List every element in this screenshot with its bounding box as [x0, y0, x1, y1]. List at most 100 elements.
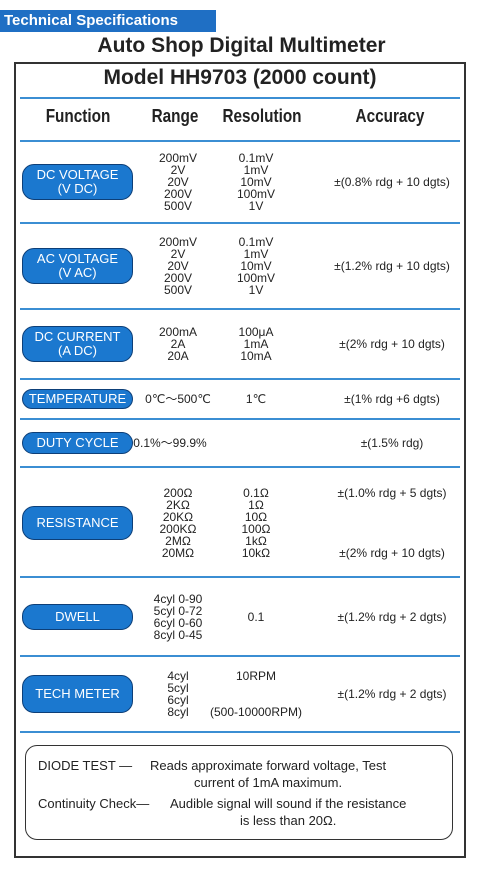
note-line: Audible signal will sound if the resista… — [170, 796, 407, 811]
resolution-value: 1mV — [243, 247, 269, 261]
resolution-value: 1℃ — [245, 392, 267, 406]
note-label: DIODE TEST — — [38, 758, 133, 773]
range-value: 20KΩ — [162, 510, 194, 524]
range-value: 20MΩ — [161, 546, 195, 560]
range-cell: 200mV 2V 20V 200V 500V — [159, 224, 197, 308]
accuracy-cell: ±(0.8% rdg + 10 dgts) — [334, 142, 450, 222]
function-label: TECH METER — [35, 686, 120, 701]
range-value: 6cyl — [167, 693, 189, 707]
accuracy-cell: ±(1.2% rdg + 2 dgts) — [338, 579, 447, 655]
divider — [20, 140, 460, 142]
function-label: (A DC) — [58, 343, 97, 358]
range-value: 200KΩ — [159, 522, 197, 536]
resolution-value: 0.1Ω — [243, 486, 269, 500]
divider — [20, 466, 460, 468]
range-cell: 200mA 2A 20A — [159, 310, 197, 378]
function-label: (V DC) — [57, 181, 98, 196]
range-cell: 200mV 2V 20V 200V 500V — [159, 142, 197, 222]
range-value: 500V — [163, 199, 193, 213]
range-value: 20A — [167, 349, 189, 363]
note-label: Continuity Check— — [38, 796, 150, 811]
range-cell: 4cyl 0-90 5cyl 0-72 6cyl 0-60 8cyl 0-45 — [154, 579, 203, 655]
resolution-value: 10RPM — [235, 669, 277, 683]
resolution-cell: 0.1mV 1mV 10mV 100mV 1V — [237, 142, 275, 222]
accuracy-value: ±(1.2% rdg + 2 dgts) — [337, 687, 447, 701]
accuracy-value: ±(2% rdg + 10 dgts) — [339, 546, 445, 560]
resolution-value: 10Ω — [244, 510, 268, 524]
title: Auto Shop Digital Multimeter — [97, 34, 386, 57]
function-label: TEMPERATURE — [28, 391, 127, 406]
function-pill: DC CURRENT (A DC) — [22, 326, 133, 362]
range-value: 4cyl — [167, 669, 189, 683]
function-label: AC VOLTAGE — [36, 251, 119, 266]
range-value: 0℃～500℃ — [145, 392, 211, 406]
divider — [20, 378, 460, 380]
resolution-value: 10mV — [240, 259, 272, 273]
function-pill: AC VOLTAGE (V AC) — [22, 248, 133, 284]
function-pill: DC VOLTAGE (V DC) — [22, 164, 133, 200]
resolution-value: 100μA — [238, 325, 274, 339]
accuracy-cell: ±(1.0% rdg + 5 dgts) ±(2% rdg + 10 dgts) — [338, 487, 447, 559]
resolution-value: 1mA — [243, 337, 269, 351]
range-value: 8cyl 0-45 — [153, 628, 203, 642]
accuracy-cell: ±(1.2% rdg + 10 dgts) — [334, 224, 450, 308]
range-value: 500V — [163, 283, 193, 297]
resolution-cell: 100μA 1mA 10mA — [239, 310, 274, 378]
resolution-value: 100mV — [236, 187, 276, 201]
range-value: 4cyl 0-90 — [153, 592, 203, 606]
resolution-value: 100Ω — [241, 522, 271, 536]
function-pill: TECH METER — [22, 675, 133, 713]
range-value: 2V — [170, 163, 186, 177]
function-label: RESISTANCE — [36, 515, 119, 530]
function-label: DUTY CYCLE — [36, 435, 119, 450]
resolution-value: 10mA — [240, 349, 272, 363]
range-value: 2MΩ — [165, 534, 191, 548]
note-line: is less than 20Ω. — [239, 813, 337, 828]
frame — [14, 62, 466, 858]
resolution-value: 10kΩ — [241, 546, 271, 560]
resolution-value: 0.1mV — [238, 235, 274, 249]
accuracy-cell: ±(1% rdg +6 dgts) — [344, 380, 440, 418]
function-label: DC VOLTAGE — [36, 167, 119, 182]
function-pill: DUTY CYCLE — [22, 432, 133, 454]
function-pill: RESISTANCE — [22, 506, 133, 540]
range-value: 200Ω — [163, 486, 193, 500]
range-value: 8cyl — [167, 705, 189, 719]
column-header: Resolution — [222, 106, 302, 126]
range-value: 5cyl 0-72 — [153, 604, 203, 618]
resolution-cell: 0.1Ω 1Ω 10Ω 100Ω 1kΩ 10kΩ — [242, 470, 271, 576]
range-value: 200mA — [158, 325, 198, 339]
resolution-value: 100mV — [236, 271, 276, 285]
note-text: Reads approximate forward voltage, Test c… — [150, 757, 386, 791]
note-line: current of 1mA maximum. — [193, 775, 343, 790]
accuracy-value: ±(1% rdg +6 dgts) — [344, 392, 440, 406]
accuracy-value: ±(2% rdg + 10 dgts) — [339, 337, 445, 351]
column-header: Range — [151, 106, 199, 126]
range-cell: 200Ω 2KΩ 20KΩ 200KΩ 2MΩ 20MΩ — [160, 470, 197, 576]
resolution-value: 1V — [248, 283, 264, 297]
range-cell: 4cyl 5cyl 6cyl 8cyl — [167, 657, 188, 731]
divider — [20, 731, 460, 733]
accuracy-value: ±(1.0% rdg + 5 dgts) — [337, 486, 447, 500]
range-value: 2V — [170, 247, 186, 261]
range-value: 0.1%～99.9% — [133, 436, 207, 450]
resolution-value: 10mV — [240, 175, 272, 189]
accuracy-cell: ±(2% rdg + 10 dgts) — [339, 310, 445, 378]
resolution-value: (500-10000RPM) — [209, 705, 303, 719]
resolution-value: 1mV — [243, 163, 269, 177]
resolution-value: 0.1mV — [238, 151, 274, 165]
notes-box — [25, 745, 453, 840]
function-label: DWELL — [55, 609, 100, 624]
divider — [20, 308, 460, 310]
range-value: 2KΩ — [166, 498, 190, 512]
resolution-value: 1Ω — [248, 498, 264, 512]
range-value: 2A — [170, 337, 186, 351]
column-header: Function — [45, 106, 111, 126]
resolution-value: 1V — [248, 199, 264, 213]
function-label: DC CURRENT — [34, 329, 121, 344]
accuracy-value: ±(1.5% rdg) — [360, 436, 424, 450]
resolution-value: 1kΩ — [245, 534, 267, 548]
column-header: Accuracy — [355, 106, 425, 126]
section-tag: Technical Specifications — [0, 10, 216, 32]
